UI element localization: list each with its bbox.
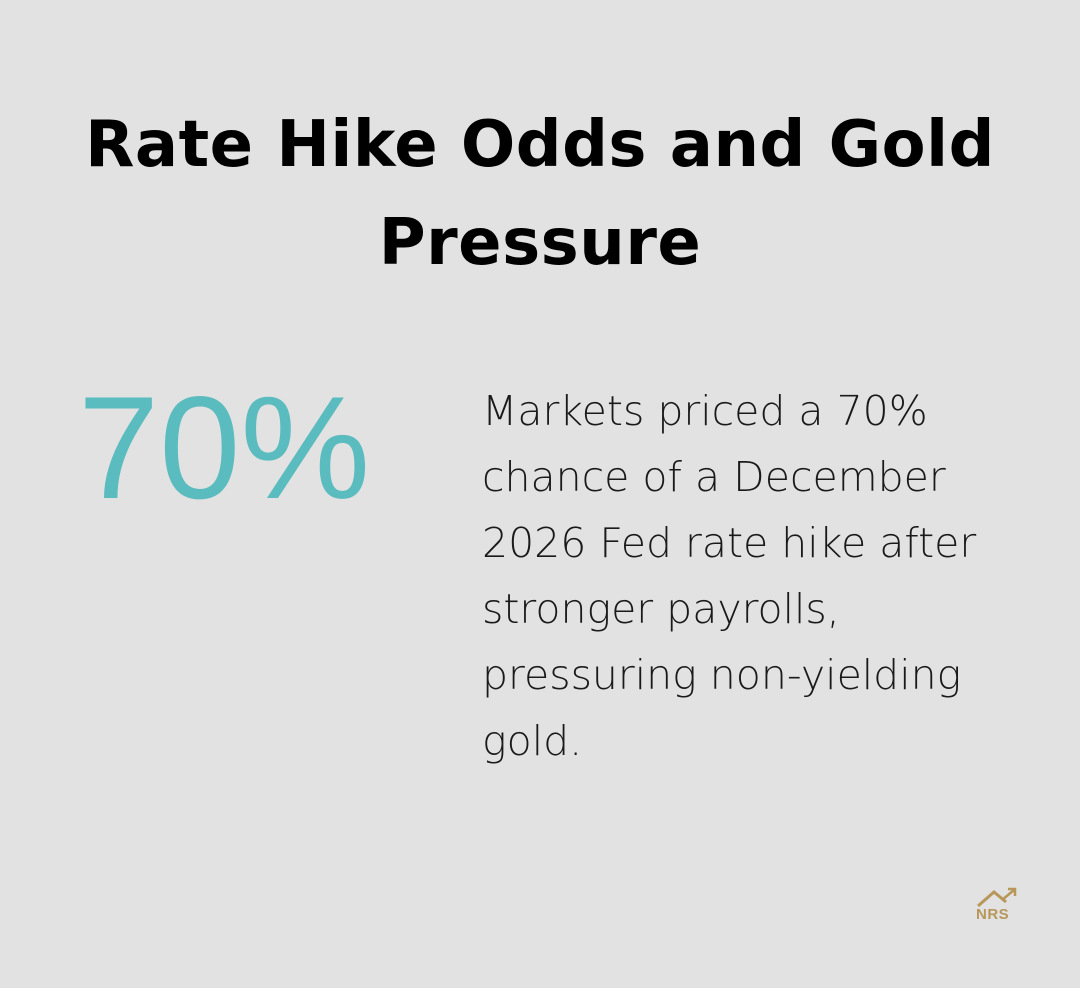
stat-description: Markets priced a 70% chance of a Decembe… [482,387,977,765]
logo-text: NRS [976,906,1010,923]
logo-icon [977,887,1017,908]
title: Rate Hike Odds and Gold Pressure [85,108,995,280]
logo-arrow [1001,887,1017,901]
stat-value: 70% [78,366,371,529]
